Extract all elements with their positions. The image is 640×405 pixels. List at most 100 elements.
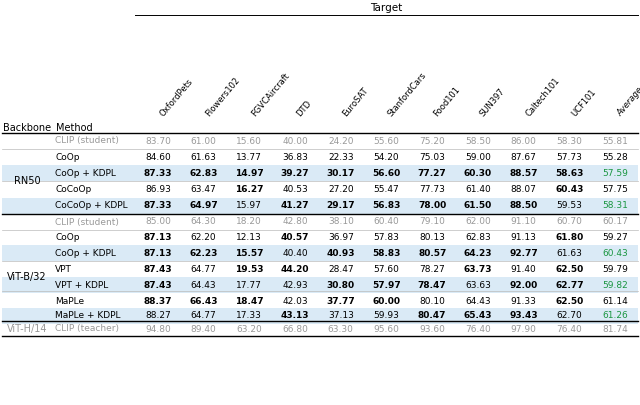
Text: MaPLe: MaPLe [55, 296, 84, 305]
Text: 76.40: 76.40 [557, 324, 582, 333]
Text: 57.60: 57.60 [374, 264, 399, 273]
Text: 62.23: 62.23 [189, 249, 218, 258]
Text: RN50: RN50 [13, 177, 40, 186]
Text: 77.73: 77.73 [419, 185, 445, 194]
Text: 75.03: 75.03 [419, 153, 445, 162]
Text: 17.77: 17.77 [236, 281, 262, 290]
Text: 87.43: 87.43 [143, 281, 172, 290]
Text: 61.63: 61.63 [191, 153, 216, 162]
Text: 61.63: 61.63 [556, 249, 582, 258]
Text: 62.83: 62.83 [189, 168, 218, 177]
Text: 61.26: 61.26 [602, 311, 628, 320]
Text: 57.83: 57.83 [374, 234, 399, 243]
Text: EuroSAT: EuroSAT [340, 86, 370, 118]
Text: FGVCAircraft: FGVCAircraft [250, 71, 291, 118]
Text: 63.63: 63.63 [465, 281, 491, 290]
Text: 18.20: 18.20 [236, 217, 262, 226]
Text: 63.30: 63.30 [328, 324, 354, 333]
Text: 66.43: 66.43 [189, 296, 218, 305]
Text: 62.50: 62.50 [556, 264, 584, 273]
Text: 94.80: 94.80 [145, 324, 171, 333]
Text: 54.20: 54.20 [374, 153, 399, 162]
Text: 87.43: 87.43 [143, 264, 172, 273]
Text: 79.10: 79.10 [419, 217, 445, 226]
Text: 60.43: 60.43 [556, 185, 584, 194]
Text: 62.77: 62.77 [555, 281, 584, 290]
Text: DTD: DTD [295, 98, 314, 118]
Text: 87.33: 87.33 [143, 168, 172, 177]
Text: 61.50: 61.50 [464, 202, 492, 211]
Text: 40.93: 40.93 [326, 249, 355, 258]
Text: 30.17: 30.17 [326, 168, 355, 177]
Text: 93.60: 93.60 [419, 324, 445, 333]
Text: 64.43: 64.43 [191, 281, 216, 290]
Text: 40.53: 40.53 [282, 185, 308, 194]
Text: 91.10: 91.10 [511, 217, 536, 226]
Text: 61.40: 61.40 [465, 185, 491, 194]
Bar [2, 277, 638, 293]
Text: 87.13: 87.13 [143, 249, 172, 258]
Text: 27.20: 27.20 [328, 185, 353, 194]
Text: 55.47: 55.47 [374, 185, 399, 194]
Text: 38.10: 38.10 [328, 217, 354, 226]
Text: 77.27: 77.27 [418, 168, 447, 177]
Text: 60.70: 60.70 [556, 217, 582, 226]
Text: 15.60: 15.60 [236, 136, 262, 145]
Text: 76.40: 76.40 [465, 324, 491, 333]
Text: 60.43: 60.43 [602, 249, 628, 258]
Text: 36.83: 36.83 [282, 153, 308, 162]
Text: 55.28: 55.28 [602, 153, 628, 162]
Text: 91.40: 91.40 [511, 264, 536, 273]
Text: 62.20: 62.20 [191, 234, 216, 243]
Text: 78.47: 78.47 [418, 281, 447, 290]
Text: 60.30: 60.30 [464, 168, 492, 177]
Text: 57.97: 57.97 [372, 281, 401, 290]
Text: 86.00: 86.00 [511, 136, 536, 145]
Text: 93.43: 93.43 [509, 311, 538, 320]
Text: 64.30: 64.30 [191, 217, 216, 226]
Text: 40.57: 40.57 [281, 234, 309, 243]
Text: 14.97: 14.97 [235, 168, 264, 177]
Text: 39.27: 39.27 [281, 168, 309, 177]
Text: 55.60: 55.60 [374, 136, 399, 145]
Text: 15.97: 15.97 [236, 202, 262, 211]
Text: 88.57: 88.57 [509, 168, 538, 177]
Text: 86.93: 86.93 [145, 185, 171, 194]
Text: OxfordPets: OxfordPets [158, 77, 195, 118]
Text: 91.33: 91.33 [511, 296, 536, 305]
Text: 29.17: 29.17 [326, 202, 355, 211]
Text: VPT + KDPL: VPT + KDPL [55, 281, 108, 290]
Text: Target: Target [371, 3, 403, 13]
Text: 61.00: 61.00 [191, 136, 216, 145]
Text: ViT-B/32: ViT-B/32 [7, 272, 47, 282]
Text: 57.75: 57.75 [602, 185, 628, 194]
Text: 59.27: 59.27 [602, 234, 628, 243]
Text: 17.33: 17.33 [236, 311, 262, 320]
Text: 42.93: 42.93 [282, 281, 308, 290]
Text: 43.13: 43.13 [281, 311, 309, 320]
Text: 83.70: 83.70 [145, 136, 171, 145]
Text: 97.90: 97.90 [511, 324, 536, 333]
Text: 63.20: 63.20 [236, 324, 262, 333]
Text: UCF101: UCF101 [570, 87, 597, 118]
Text: MaPLe + KDPL: MaPLe + KDPL [55, 311, 120, 320]
Text: 16.27: 16.27 [235, 185, 264, 194]
Text: 80.13: 80.13 [419, 234, 445, 243]
Text: 87.13: 87.13 [143, 234, 172, 243]
Text: 80.57: 80.57 [418, 249, 447, 258]
Text: 42.80: 42.80 [282, 217, 308, 226]
Text: 58.30: 58.30 [556, 136, 582, 145]
Text: 64.77: 64.77 [191, 311, 216, 320]
Text: ViT-H/14: ViT-H/14 [7, 324, 47, 334]
Text: 64.77: 64.77 [191, 264, 216, 273]
Text: 63.73: 63.73 [464, 264, 492, 273]
Text: 58.63: 58.63 [556, 168, 584, 177]
Text: 59.82: 59.82 [602, 281, 628, 290]
Text: 87.33: 87.33 [143, 202, 172, 211]
Text: CLIP (student): CLIP (student) [55, 217, 119, 226]
Text: 61.14: 61.14 [602, 296, 628, 305]
Text: 80.47: 80.47 [418, 311, 447, 320]
Text: 58.83: 58.83 [372, 249, 401, 258]
Text: Average: Average [615, 85, 640, 118]
Text: Caltech101: Caltech101 [524, 76, 561, 118]
